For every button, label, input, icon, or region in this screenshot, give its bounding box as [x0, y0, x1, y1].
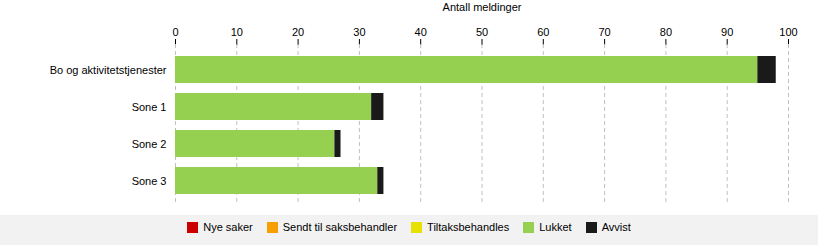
html-text:Lukket: Lukket — [539, 221, 572, 233]
html-text:Nye saker: Nye saker — [203, 221, 253, 233]
svg-text:80: 80 — [660, 26, 672, 38]
svg-text:0: 0 — [172, 26, 178, 38]
svg-text:Sone 2: Sone 2 — [132, 138, 167, 150]
svg-text:Antall meldinger: Antall meldinger — [443, 1, 522, 13]
html-text:Sendt til saksbehandler: Sendt til saksbehandler — [282, 221, 398, 233]
svg-text:100: 100 — [779, 26, 797, 38]
svg-text:Sone 3: Sone 3 — [132, 175, 167, 187]
svg-text:Bo og aktivitetstjenester: Bo og aktivitetstjenester — [50, 64, 167, 76]
svg-text:90: 90 — [721, 26, 733, 38]
svg-text:40: 40 — [415, 26, 427, 38]
svg-text:50: 50 — [476, 26, 488, 38]
svg-text:20: 20 — [292, 26, 304, 38]
svg-text:Sone 1: Sone 1 — [132, 101, 167, 113]
svg-text:10: 10 — [231, 26, 243, 38]
svg-text:60: 60 — [537, 26, 549, 38]
html-text:Avvist: Avvist — [601, 221, 631, 233]
html-text:Tiltaksbehandles: Tiltaksbehandles — [427, 221, 510, 233]
svg-text:30: 30 — [353, 26, 365, 38]
svg-text:70: 70 — [598, 26, 610, 38]
